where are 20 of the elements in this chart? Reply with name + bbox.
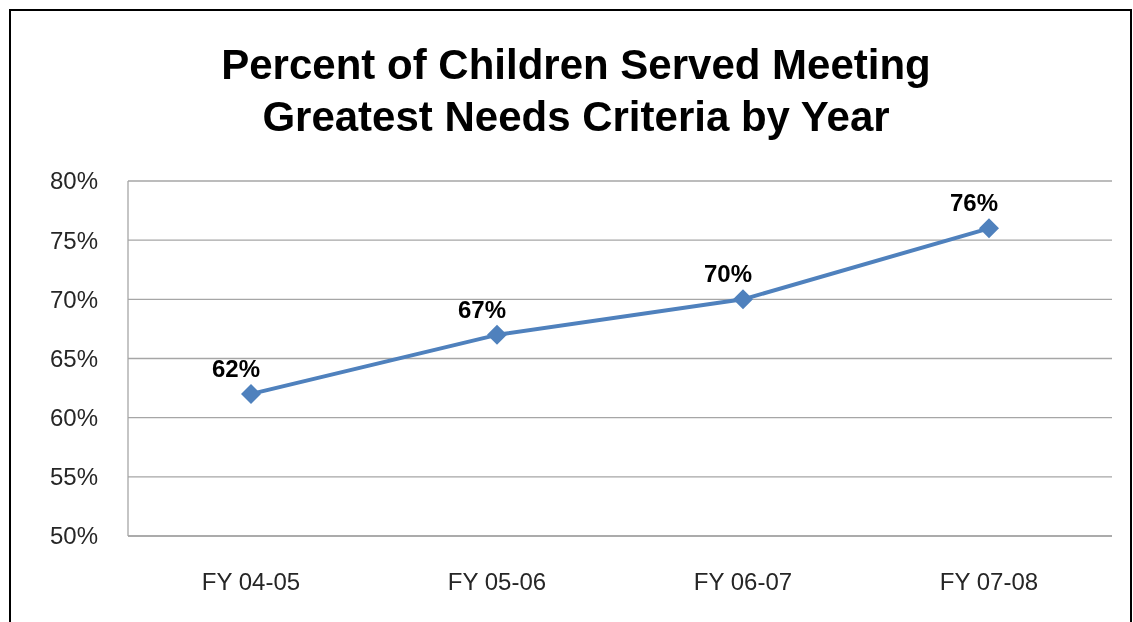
- point: [979, 218, 999, 239]
- y-tick-label: 75%: [49, 226, 98, 254]
- y-tick-label: 65%: [49, 344, 98, 372]
- x-tick-label: FY 05-06: [447, 568, 547, 595]
- data-label: 76%: [949, 189, 999, 217]
- data-label: 70%: [703, 260, 753, 288]
- y-tick-label: 80%: [49, 167, 98, 195]
- x-tick-label: FY 07-08: [939, 568, 1039, 595]
- data-label: 62%: [211, 355, 261, 382]
- y-tick-label: 50%: [49, 522, 98, 550]
- y-tick-label: 55%: [49, 463, 98, 491]
- point: [733, 289, 753, 310]
- chart-title: Percent of Children Served Meeting Greatest Needs Criteria by Year: [221, 41, 931, 140]
- x-tick-label: FY 06-07: [693, 568, 793, 595]
- data-label: 67%: [457, 295, 507, 323]
- y-tick-label: 70%: [49, 285, 98, 313]
- point: [487, 324, 507, 345]
- point: [241, 384, 261, 404]
- y-tick-label: 60%: [49, 404, 98, 432]
- x-tick-label: FY 04-05: [201, 568, 301, 595]
